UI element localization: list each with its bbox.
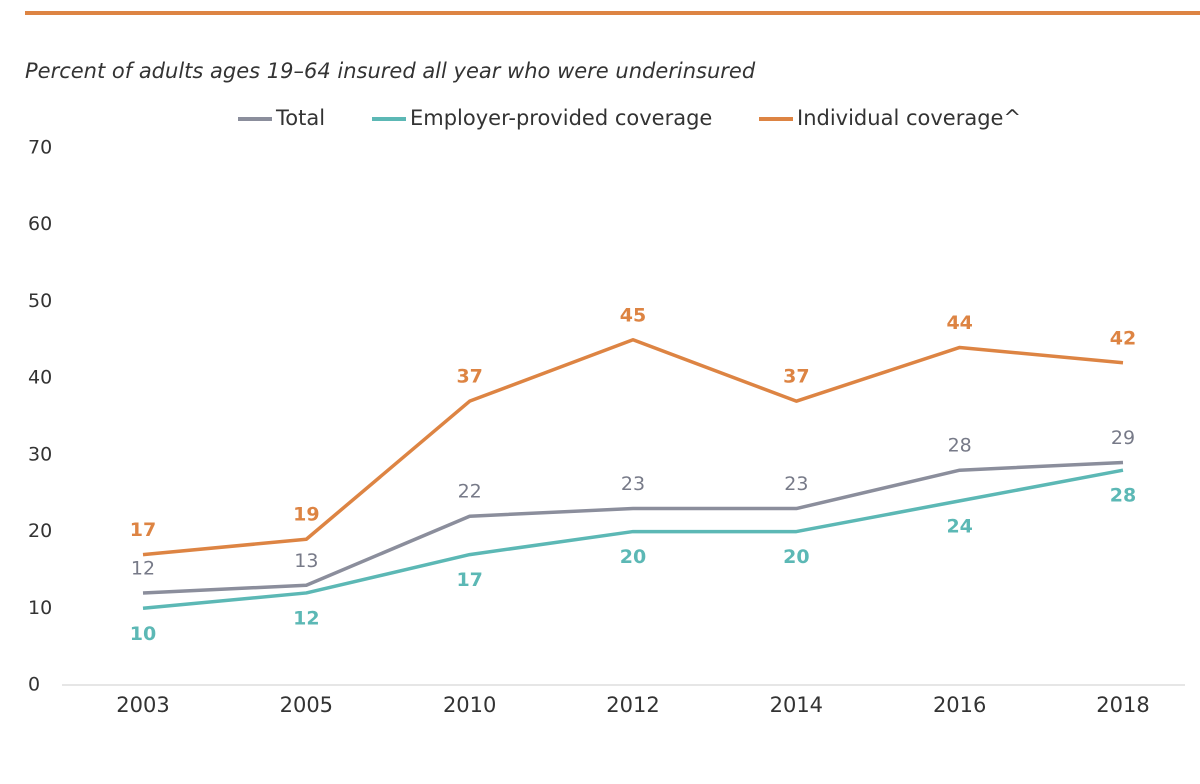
data-label: 23: [621, 473, 645, 495]
y-tick-label: 50: [28, 290, 52, 312]
data-label: 23: [784, 473, 808, 495]
series-line: [142, 468, 1124, 611]
y-tick-label: 20: [28, 520, 52, 542]
x-tick-label: 2010: [443, 693, 496, 717]
series-line: [142, 460, 1124, 595]
x-tick-label: 2005: [280, 693, 333, 717]
data-label: 20: [783, 546, 809, 568]
legend-label: Individual coverage^: [797, 106, 1021, 130]
series-line: [142, 338, 1124, 557]
x-tick-label: 2018: [1096, 693, 1149, 717]
data-label: 28: [1110, 485, 1136, 507]
data-label: 10: [130, 623, 156, 645]
x-tick-label: 2003: [116, 693, 169, 717]
y-tick-label: 40: [28, 367, 52, 389]
legend-label: Total: [275, 106, 325, 130]
top-rule: [25, 11, 1200, 15]
data-label: 37: [456, 366, 482, 388]
y-tick-label: 0: [28, 674, 40, 696]
y-tick-label: 10: [28, 597, 52, 619]
x-tick-label: 2014: [770, 693, 823, 717]
data-label: 44: [946, 312, 972, 334]
data-label: 17: [130, 519, 156, 541]
data-label: 12: [293, 607, 319, 629]
chart-subtitle: Percent of adults ages 19–64 insured all…: [25, 59, 756, 83]
x-tick-label: 2016: [933, 693, 986, 717]
data-label: 24: [946, 515, 972, 537]
data-label: 45: [620, 304, 646, 326]
data-label: 17: [456, 569, 482, 591]
y-tick-label: 60: [28, 213, 52, 235]
data-label: 37: [783, 366, 809, 388]
y-tick-label: 70: [28, 137, 52, 159]
data-label: 42: [1110, 327, 1136, 349]
data-label: 22: [458, 481, 482, 503]
legend-label: Employer-provided coverage: [410, 106, 712, 130]
x-tick-label: 2012: [606, 693, 659, 717]
data-label: 28: [948, 435, 972, 457]
data-label: 13: [294, 550, 318, 572]
y-tick-label: 30: [28, 443, 52, 465]
data-label: 19: [293, 504, 319, 526]
data-label: 12: [131, 557, 155, 579]
data-label: 20: [620, 546, 646, 568]
data-label: 29: [1111, 427, 1135, 449]
